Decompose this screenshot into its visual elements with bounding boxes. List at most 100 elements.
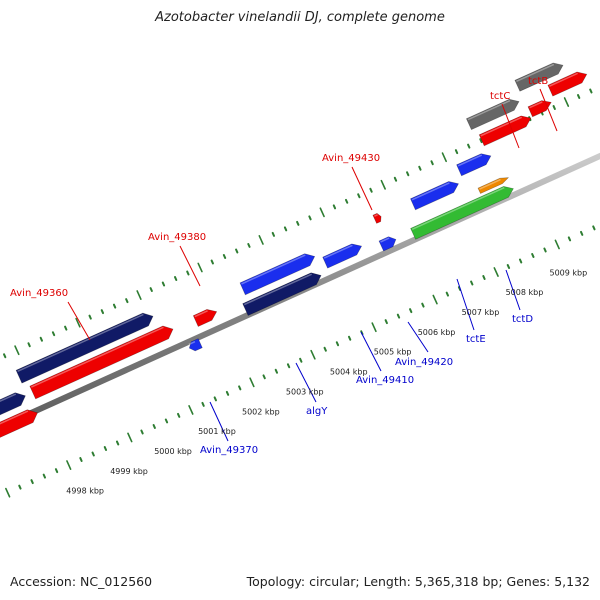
major-tick [493, 267, 499, 277]
minor-tick [567, 236, 572, 242]
major-tick [75, 317, 81, 328]
minor-tick [580, 230, 584, 236]
gene-arrow-red-tiny [372, 213, 382, 224]
minor-tick [27, 342, 31, 348]
minor-tick [369, 187, 373, 193]
minor-tick [576, 94, 581, 99]
minor-tick [125, 298, 129, 304]
gene-bar-red-2-highlight [31, 326, 164, 388]
major-tick [380, 179, 386, 190]
minor-tick [393, 176, 398, 182]
major-tick [14, 345, 20, 356]
kbp-tick-label: 5009 kbp [550, 268, 588, 277]
major-tick [136, 290, 142, 300]
minor-tick [482, 275, 486, 280]
map-title: Azotobacter vinelandii DJ, complete geno… [155, 10, 445, 25]
gene-bar-gray-tctC [466, 98, 520, 130]
minor-tick [42, 473, 47, 479]
minor-tick [409, 308, 413, 314]
minor-tick [506, 264, 511, 269]
minor-tick [323, 346, 327, 352]
gene-arrow-blue-2-highlight [323, 244, 353, 259]
minor-tick [238, 385, 242, 391]
minus-strand-ticks [5, 225, 596, 498]
major-tick [127, 432, 133, 443]
major-tick [258, 235, 264, 245]
gene-label: Avin_49430 [322, 153, 380, 164]
minor-tick [543, 247, 547, 253]
minor-tick [262, 374, 266, 380]
minor-tick [396, 313, 401, 319]
gene-arrow-blue-3 [378, 236, 397, 252]
minor-tick [467, 143, 471, 149]
gene-bar-orange-tctD-highlight [479, 178, 501, 190]
major-tick [554, 239, 560, 250]
minor-tick [235, 248, 239, 254]
gene-label: tctD [512, 314, 533, 325]
gene-bar-navy-1 [0, 392, 26, 416]
kbp-tick-label: 5002 kbp [242, 407, 280, 416]
gene-label: Avin_49380 [148, 232, 206, 243]
kbp-scale-labels: 4998 kbp 4999 kbp 5000 kbp 5001 kbp 5002 kbp… [66, 268, 587, 495]
minor-tick [149, 287, 153, 293]
gene-label: Avin_49360 [10, 288, 68, 299]
minor-tick [186, 270, 190, 276]
gene-labels: Avin_49360 Avin_49380 Avin_49430 tctC tctB Av… [10, 76, 548, 456]
gene-bar-gray-tctB-highlight [516, 63, 555, 82]
minor-tick [332, 204, 337, 210]
gene-label-leader [351, 166, 373, 211]
minor-tick [103, 446, 108, 451]
kbp-tick-label: 5001 kbp [198, 427, 236, 436]
minor-tick [140, 429, 144, 435]
minor-tick [406, 171, 410, 177]
gene-bar-red-1 [0, 409, 38, 438]
kbp-tick-label: 5007 kbp [462, 308, 500, 317]
minor-tick [445, 291, 450, 297]
minor-tick [357, 193, 361, 199]
minor-tick [64, 325, 68, 331]
minor-tick [88, 314, 92, 320]
minor-tick [164, 418, 169, 424]
gene-label-leader [501, 103, 520, 149]
gene-label: Avin_49370 [200, 445, 258, 456]
gene-bar-navy-algY-highlight [243, 273, 313, 306]
minor-tick [161, 281, 166, 287]
major-tick [188, 405, 194, 415]
gene-arrow-blue-3-highlight [380, 237, 390, 243]
major-tick [319, 207, 325, 218]
major-tick [66, 460, 72, 470]
gene-label: tctC [490, 91, 510, 102]
minor-tick [201, 401, 205, 407]
minor-tick [210, 259, 214, 265]
gene-arrow-blue-5-highlight [457, 154, 483, 167]
minor-tick [91, 451, 95, 457]
minor-tick [247, 242, 251, 248]
major-tick [371, 322, 377, 333]
minor-tick [3, 353, 7, 359]
gene-bar-red-2 [29, 325, 174, 400]
minor-tick [531, 253, 535, 258]
minor-tick [152, 423, 156, 429]
minor-tick [454, 149, 459, 155]
major-tick [563, 97, 570, 107]
genome-summary-label: Topology: circular; Length: 5,365,318 bp… [246, 574, 590, 589]
minor-tick [286, 363, 291, 369]
minor-tick [347, 335, 352, 341]
minor-tick [100, 309, 105, 315]
gene-bar-navy-2-highlight [17, 313, 144, 372]
gene-bar-blue-1-highlight [241, 254, 306, 285]
major-tick [432, 294, 438, 305]
gene-arrow-red-small-highlight [194, 310, 208, 318]
gene-bar-navy-2 [15, 312, 154, 384]
minor-tick [479, 138, 483, 144]
gene-arrow-blue-5 [456, 153, 492, 177]
major-tick [441, 152, 447, 163]
gene-label-leader [456, 278, 475, 331]
gene-bar-navy-1-highlight [0, 393, 17, 403]
gene-bar-orange-tctD [477, 177, 510, 194]
gene-bar-red-3 [478, 115, 532, 147]
minor-tick [18, 484, 22, 490]
gene-label-leader [179, 245, 201, 287]
minor-tick [418, 165, 422, 171]
minor-tick [430, 160, 434, 166]
